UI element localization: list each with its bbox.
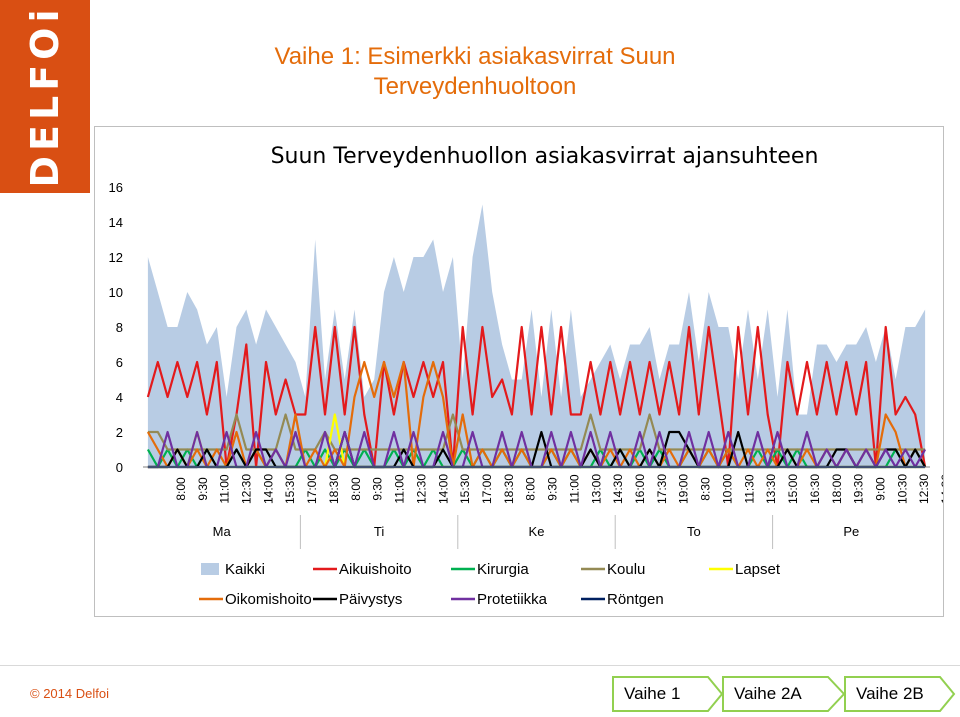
- legend-label-koulu: Koulu: [607, 561, 645, 578]
- x-tick-label: 13:00: [589, 474, 603, 504]
- x-tick-label: 17:30: [655, 474, 669, 504]
- x-tick-label: 14:00: [436, 474, 450, 504]
- x-tick-label: 11:30: [742, 474, 756, 503]
- x-tick-label: 9:00: [873, 477, 887, 501]
- chart-frame: Suun Terveydenhuollon asiakasvirrat ajan…: [94, 126, 944, 617]
- y-tick-label: 12: [109, 250, 123, 265]
- y-tick-label: 0: [116, 460, 123, 475]
- x-tick-label: 8:00: [349, 477, 363, 501]
- legend-label-rontgen: Röntgen: [607, 591, 664, 608]
- x-tick-label: 17:00: [305, 474, 319, 504]
- x-tick-label: 11:00: [218, 474, 232, 503]
- series-area-kaikki: [147, 204, 926, 467]
- step-vaihe-2a[interactable]: Vaihe 2A: [722, 676, 846, 712]
- flow-chart: Suun Terveydenhuollon asiakasvirrat ajan…: [109, 144, 943, 608]
- x-tick-label: 9:30: [196, 477, 210, 501]
- x-tick-label: 8:00: [524, 477, 538, 501]
- step-vaihe-2b[interactable]: Vaihe 2B: [844, 676, 956, 712]
- y-tick-label: 16: [109, 180, 123, 195]
- y-tick-label: 14: [109, 215, 123, 230]
- x-tick-label: 19:00: [677, 474, 691, 504]
- x-tick-label: 12:30: [917, 474, 931, 504]
- day-group-label: Ma: [213, 524, 232, 539]
- legend-label-kaikki: Kaikki: [225, 561, 265, 578]
- day-group-label: Ti: [374, 524, 384, 539]
- y-tick-label: 10: [109, 285, 123, 300]
- y-tick-label: 2: [116, 425, 123, 440]
- step-vaihe-2b-label: Vaihe 2B: [856, 684, 924, 703]
- x-tick-label: 18:30: [327, 474, 341, 504]
- step-vaihe-2a-label: Vaihe 2A: [734, 684, 802, 703]
- x-tick-label: 14:30: [611, 474, 625, 504]
- x-tick-label: 18:30: [502, 474, 516, 504]
- delfoi-logo: DELFOi: [23, 4, 67, 188]
- legend-label-kirurgia: Kirurgia: [477, 561, 529, 578]
- y-tick-label: 4: [116, 390, 123, 405]
- legend-label-paivystys: Päivystys: [339, 591, 402, 608]
- x-tick-label: 11:00: [567, 474, 581, 503]
- y-tick-label: 8: [116, 320, 123, 335]
- chart-title: Suun Terveydenhuollon asiakasvirrat ajan…: [271, 144, 819, 169]
- y-tick-label: 6: [116, 355, 123, 370]
- legend-label-protetiikka: Protetiikka: [477, 591, 548, 608]
- legend-label-oikomishoito: Oikomishoito: [225, 591, 312, 608]
- x-tick-label: 16:30: [808, 474, 822, 504]
- step-vaihe-1-label: Vaihe 1: [624, 684, 681, 703]
- step-vaihe-1[interactable]: Vaihe 1: [612, 676, 724, 712]
- logo-panel: DELFOi: [0, 0, 90, 193]
- x-tick-label: 10:30: [895, 474, 909, 504]
- x-tick-label: 12:30: [240, 474, 254, 504]
- x-tick-label: 16:00: [633, 474, 647, 504]
- x-tick-label: 15:30: [283, 474, 297, 504]
- series-line-aikuishoito: [146, 325, 927, 469]
- legend-swatch-kaikki: [201, 563, 219, 575]
- x-tick-label: 12:30: [414, 474, 428, 504]
- day-group-label: Ke: [529, 524, 545, 539]
- x-tick-label: 8:30: [699, 477, 713, 501]
- footer-divider: [0, 665, 960, 666]
- slide-title: Vaihe 1: Esimerkki asiakasvirrat Suun Te…: [140, 42, 810, 102]
- x-tick-label: 8:00: [174, 477, 188, 501]
- x-tick-label: 17:00: [480, 474, 494, 504]
- x-tick-label: 14:30: [939, 474, 943, 504]
- x-tick-label: 19:30: [852, 474, 866, 504]
- x-tick-label: 14:00: [261, 474, 275, 504]
- day-group-label: Pe: [843, 524, 859, 539]
- x-tick-label: 9:30: [371, 477, 385, 501]
- day-group-label: To: [687, 524, 701, 539]
- x-tick-label: 10:00: [720, 474, 734, 504]
- x-tick-label: 11:00: [393, 474, 407, 503]
- x-tick-label: 15:00: [786, 474, 800, 504]
- slide-title-line-2: Terveydenhuoltoon: [373, 73, 577, 100]
- x-tick-label: 15:30: [458, 474, 472, 504]
- slide-title-line-1: Vaihe 1: Esimerkki asiakasvirrat Suun: [274, 43, 676, 70]
- x-tick-label: 18:00: [830, 474, 844, 504]
- x-tick-label: 9:30: [546, 477, 560, 501]
- copyright-text: © 2014 Delfoi: [30, 686, 109, 701]
- legend-label-aikuishoito: Aikuishoito: [339, 561, 412, 578]
- x-tick-label: 13:30: [764, 474, 778, 504]
- legend-label-lapset: Lapset: [735, 561, 781, 578]
